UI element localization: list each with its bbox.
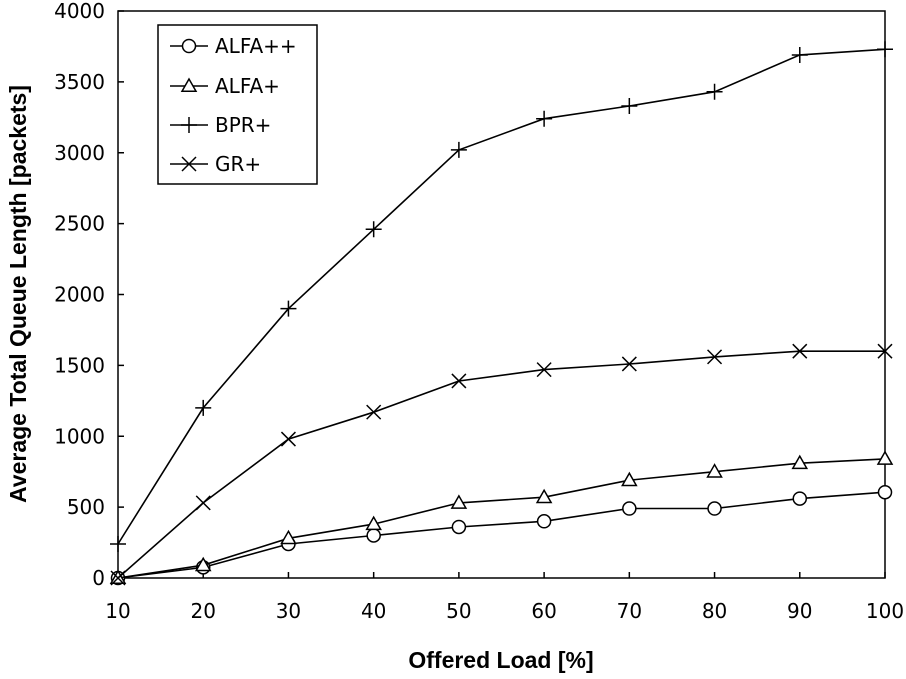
x-tick-label: 10 xyxy=(105,599,130,623)
x-axis-ticks: 10 20 30 40 50 60 70 80 90 100 xyxy=(105,572,904,623)
x-tick-label: 20 xyxy=(190,599,215,623)
data-point-circle xyxy=(622,501,637,516)
legend-marker-triangle-icon xyxy=(180,77,198,92)
series-alfa-plus xyxy=(109,450,894,584)
data-point-circle xyxy=(792,491,808,506)
y-tick-label: 1000 xyxy=(54,424,105,448)
y-axis-ticks: 0 500 1000 1500 2000 2500 3000 3500 4000 xyxy=(54,0,124,590)
y-tick-label: 3000 xyxy=(54,141,105,165)
data-point-cross xyxy=(621,356,637,372)
series-gr-plus xyxy=(110,343,893,586)
x-tick-label: 40 xyxy=(361,599,386,623)
data-point-plus xyxy=(450,141,467,158)
data-point-cross xyxy=(366,404,382,420)
data-point-plus xyxy=(365,221,382,238)
x-axis-title: Offered Load [%] xyxy=(408,647,593,673)
x-tick-label: 30 xyxy=(276,599,301,623)
legend-circle-icon xyxy=(181,38,197,54)
x-tick-label: 50 xyxy=(446,599,471,623)
data-point-plus xyxy=(706,83,723,100)
x-tick-label: 90 xyxy=(787,599,812,623)
legend-marker-cross-icon xyxy=(181,156,197,172)
y-axis-title: Average Total Queue Length [packets] xyxy=(5,85,31,503)
y-tick-label: 500 xyxy=(67,495,105,519)
data-point-triangle xyxy=(535,488,553,504)
legend: ALFA++ ALFA+ BPR+ GR+ xyxy=(157,24,318,185)
data-point-circle xyxy=(366,528,381,543)
x-tick-label: 100 xyxy=(866,599,904,623)
legend-entry-alfa-plus: ALFA+ xyxy=(170,74,280,98)
legend-label-bpr-plus: BPR+ xyxy=(215,113,271,137)
legend-label-gr-plus: GR+ xyxy=(215,152,261,176)
data-point-triangle xyxy=(706,463,723,478)
data-point-cross xyxy=(451,373,467,389)
series-line-alfa-plus xyxy=(117,458,886,579)
data-point-plus xyxy=(536,110,553,127)
legend-entry-gr-plus: GR+ xyxy=(170,152,261,176)
data-point-cross xyxy=(195,495,211,511)
series-line-alfa-plus-plus xyxy=(117,491,886,579)
data-point-cross xyxy=(110,570,126,586)
legend-entry-bpr-plus: BPR+ xyxy=(170,113,271,137)
legend-marker-plus-icon xyxy=(181,117,197,133)
data-point-cross xyxy=(536,362,552,378)
data-point-plus xyxy=(280,300,297,317)
x-tick-label: 60 xyxy=(531,599,556,623)
data-point-cross xyxy=(792,343,808,359)
data-point-cross xyxy=(877,343,893,359)
legend-plus-icon xyxy=(181,117,197,133)
legend-marker-circle-icon xyxy=(181,38,197,54)
legend-triangle-icon xyxy=(180,77,198,92)
data-point-plus xyxy=(110,535,126,552)
legend-cross-icon xyxy=(181,156,197,172)
y-tick-label: 0 xyxy=(92,566,105,590)
series-line-gr-plus xyxy=(117,350,885,579)
x-tick-label: 70 xyxy=(617,599,642,623)
y-tick-label: 2000 xyxy=(54,283,105,307)
y-tick-label: 4000 xyxy=(54,0,105,23)
data-point-circle xyxy=(536,514,552,529)
data-point-plus xyxy=(621,97,638,114)
data-point-triangle xyxy=(365,515,382,531)
data-point-plus xyxy=(877,41,893,58)
y-tick-label: 1500 xyxy=(54,353,105,377)
legend-label-alfa-plus: ALFA+ xyxy=(215,74,280,98)
data-point-plus xyxy=(195,399,212,416)
x-tick-label: 80 xyxy=(702,599,727,623)
y-tick-label: 3500 xyxy=(54,70,105,94)
data-point-triangle xyxy=(621,471,638,487)
data-point-triangle xyxy=(194,556,212,572)
data-point-plus xyxy=(791,46,808,63)
data-point-triangle xyxy=(791,454,809,470)
data-point-triangle xyxy=(280,529,297,545)
data-point-triangle xyxy=(450,494,468,509)
data-point-cross xyxy=(280,431,296,447)
data-point-triangle xyxy=(876,450,894,465)
y-tick-label: 2500 xyxy=(54,212,105,236)
data-point-circle xyxy=(707,501,722,516)
legend-label-alfa-plus-plus: ALFA++ xyxy=(215,34,297,58)
data-point-circle xyxy=(451,519,467,535)
series-layer xyxy=(109,41,894,586)
legend-entry-alfa-plus-plus: ALFA++ xyxy=(170,34,297,58)
series-bpr-plus xyxy=(110,41,893,552)
series-line-bpr-plus xyxy=(117,48,886,545)
data-point-circle xyxy=(877,484,893,500)
data-point-cross xyxy=(707,349,723,365)
